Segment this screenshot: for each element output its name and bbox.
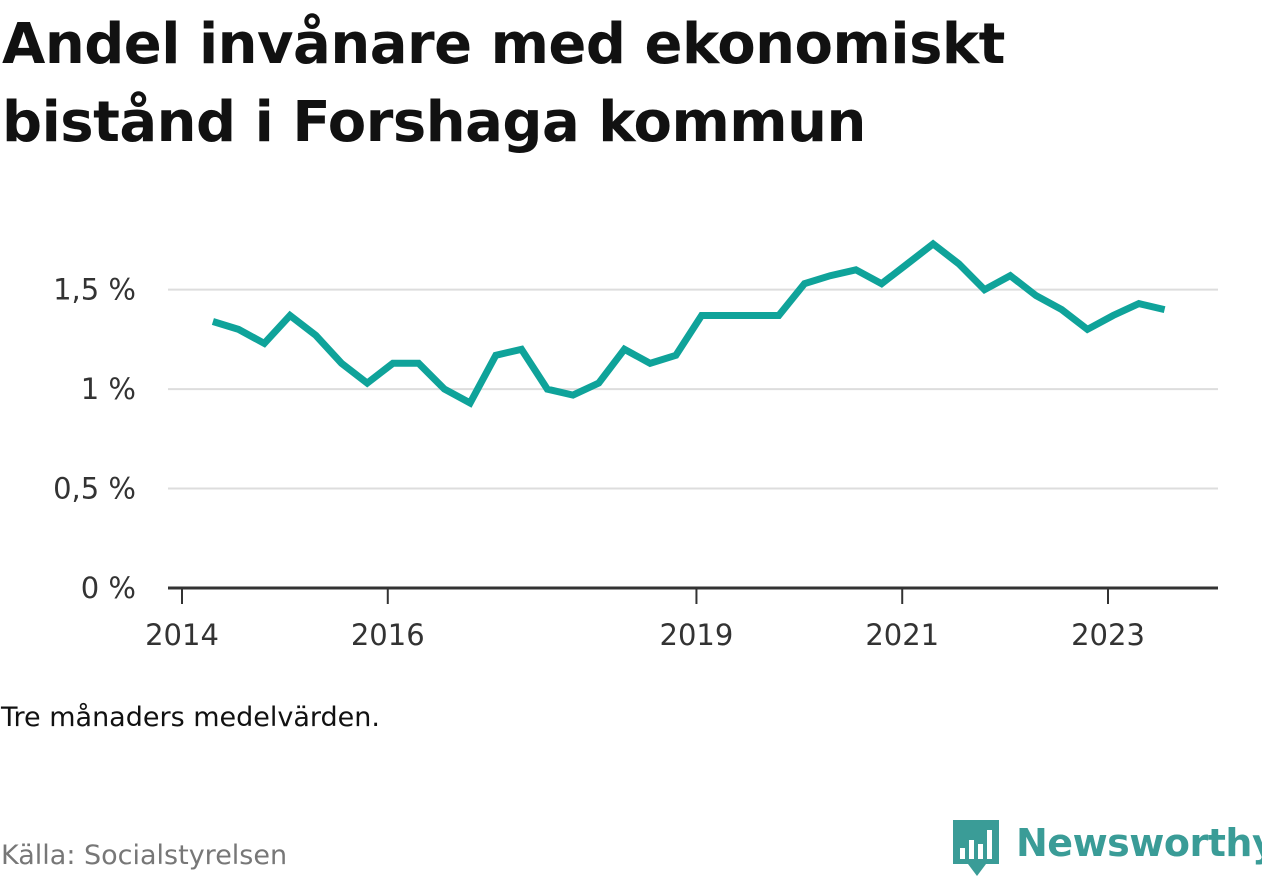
- gridlines: [168, 288, 1218, 490]
- series-line: [211, 239, 1166, 408]
- y-axis-labels: 0 % 0,5 % 1 % 1,5 %: [53, 273, 136, 605]
- series-layer: [211, 239, 1166, 408]
- y-tick-label: 0 %: [81, 571, 136, 605]
- line-chart: 0 % 0,5 % 1 % 1,5 % 2014 2016 2019 2021 2023: [53, 239, 1218, 652]
- x-tick-label: 2019: [660, 618, 734, 652]
- y-tick-label: 1 %: [81, 372, 136, 406]
- newsworthy-logo: Newsworthy: [950, 818, 1262, 878]
- speech-bubble-bars-icon: [953, 820, 999, 876]
- x-tick-label: 2021: [865, 618, 939, 652]
- y-tick-label: 1,5 %: [53, 273, 136, 307]
- x-axis: [168, 586, 1218, 604]
- x-tick-label: 2023: [1071, 618, 1145, 652]
- x-tick-label: 2016: [351, 618, 425, 652]
- x-tick-label: 2014: [145, 618, 219, 652]
- brand-name: Newsworthy: [1016, 821, 1262, 865]
- y-tick-label: 0,5 %: [53, 472, 136, 506]
- chart-title: Andel invånare med ekonomiskt bistånd i …: [2, 12, 1005, 155]
- x-axis-labels: 2014 2016 2019 2021 2023: [145, 618, 1145, 652]
- chart-note: Tre månaders medelvärden.: [1, 702, 380, 733]
- source-credit: Källa: Socialstyrelsen: [1, 840, 288, 871]
